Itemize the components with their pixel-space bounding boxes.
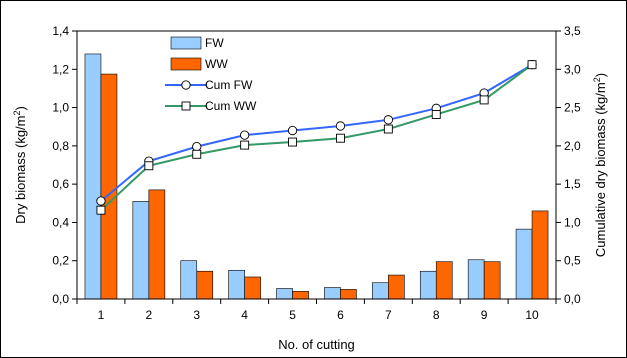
bar-ww-9	[483, 261, 501, 300]
bar-ww-10	[531, 210, 549, 300]
point-cum-ww-10	[527, 60, 537, 70]
y-left-tick-label: 0,0	[52, 292, 69, 306]
bar-ww-3	[196, 270, 214, 300]
y-axis-right-title: Cumulative dry biomass (kg/m2)	[592, 73, 608, 257]
point-cum-ww-6	[336, 133, 345, 143]
y-axis-left-title: Dry biomass (kg/m2)	[12, 106, 28, 224]
legend-swatch-ww	[170, 57, 202, 71]
legend-marker-cum-fw	[181, 80, 191, 90]
bar-ww-7	[388, 274, 405, 300]
y-right-tick-label: 3,0	[564, 62, 581, 76]
bar-fw-6	[324, 287, 341, 300]
x-tick-label: 2	[146, 308, 153, 322]
bar-fw-4	[228, 269, 245, 300]
y-left-tick-label: 0,8	[52, 139, 69, 153]
y-left-tick-label: 1,2	[52, 62, 69, 76]
x-tick-label: 4	[241, 308, 248, 322]
bar-fw-2	[132, 201, 150, 300]
y-right-tick-label: 3,5	[564, 24, 581, 38]
y-right-tick-label: 2,0	[564, 139, 581, 153]
x-tick-label: 7	[385, 308, 392, 322]
bar-ww-5	[292, 291, 309, 300]
x-tick-label: 9	[481, 308, 488, 322]
bar-ww-1	[100, 73, 118, 300]
y-right-tick-label: 0,5	[564, 254, 581, 268]
point-cum-ww-1	[96, 205, 106, 215]
axes: 0,0 0,2 0,4 0,6 0,8 1,0 1,2 1,4 0,0 0,5 1,0 1,5 2,0 2…	[52, 24, 581, 322]
bar-fw-5	[276, 288, 293, 300]
legend-label-cum-fw: Cum FW	[205, 78, 253, 92]
y-left-tick-label: 0,2	[52, 254, 69, 268]
x-axis-title: No. of cutting	[278, 337, 355, 352]
legend-label-fw: FW	[205, 36, 224, 50]
point-cum-ww-5	[288, 137, 297, 147]
line-cum-fw	[100, 63, 533, 202]
point-cum-fw-6	[335, 121, 346, 131]
line-cum-ww	[100, 63, 533, 211]
y-left-tick-label: 1,4	[52, 24, 69, 38]
point-cum-fw-3	[192, 141, 202, 152]
point-cum-ww-8	[431, 110, 441, 119]
y-right-tick-label: 1,5	[564, 177, 581, 191]
y-left-tick-label: 1,0	[52, 101, 69, 115]
point-cum-ww-7	[383, 124, 393, 134]
point-cum-fw-7	[383, 115, 393, 125]
y-right-tick-label: 0,0	[564, 292, 581, 306]
legend-label-cum-ww: Cum WW	[205, 99, 257, 113]
point-cum-fw-1	[96, 196, 106, 206]
x-tick-label: 1	[98, 308, 105, 322]
x-tick-label: 6	[337, 308, 344, 322]
bar-fw-9	[467, 259, 485, 300]
y-right-tick-label: 1,0	[564, 215, 581, 229]
bar-fw-8	[419, 270, 437, 300]
point-cum-ww-3	[192, 149, 202, 159]
point-cum-ww-2	[144, 161, 154, 171]
legend-swatch-fw	[170, 36, 202, 50]
point-cum-fw-4	[239, 130, 250, 140]
bar-fw-10	[515, 228, 533, 300]
legend-label-ww: WW	[205, 57, 228, 71]
point-cum-ww-9	[479, 95, 489, 105]
y-left-tick-label: 0,4	[52, 215, 69, 229]
bar-fw-3	[180, 260, 198, 300]
x-tick-label: 8	[433, 308, 440, 322]
plot-area	[84, 53, 549, 300]
point-cum-ww-4	[240, 140, 250, 150]
x-tick-label: 10	[525, 308, 539, 322]
bar-fw-1	[84, 53, 102, 300]
bar-ww-2	[148, 189, 166, 300]
legend: FW WW Cum FW Cum WW	[165, 36, 257, 113]
point-cum-fw-5	[287, 125, 298, 136]
bar-ww-8	[435, 261, 453, 300]
y-left-tick-label: 0,6	[52, 177, 69, 191]
x-tick-label: 3	[193, 308, 200, 322]
bar-fw-7	[372, 282, 389, 300]
bar-ww-6	[340, 289, 357, 300]
bar-ww-4	[244, 276, 261, 300]
legend-marker-cum-ww	[181, 101, 191, 111]
y-right-tick-label: 2,5	[564, 101, 581, 115]
x-tick-label: 5	[289, 308, 296, 322]
